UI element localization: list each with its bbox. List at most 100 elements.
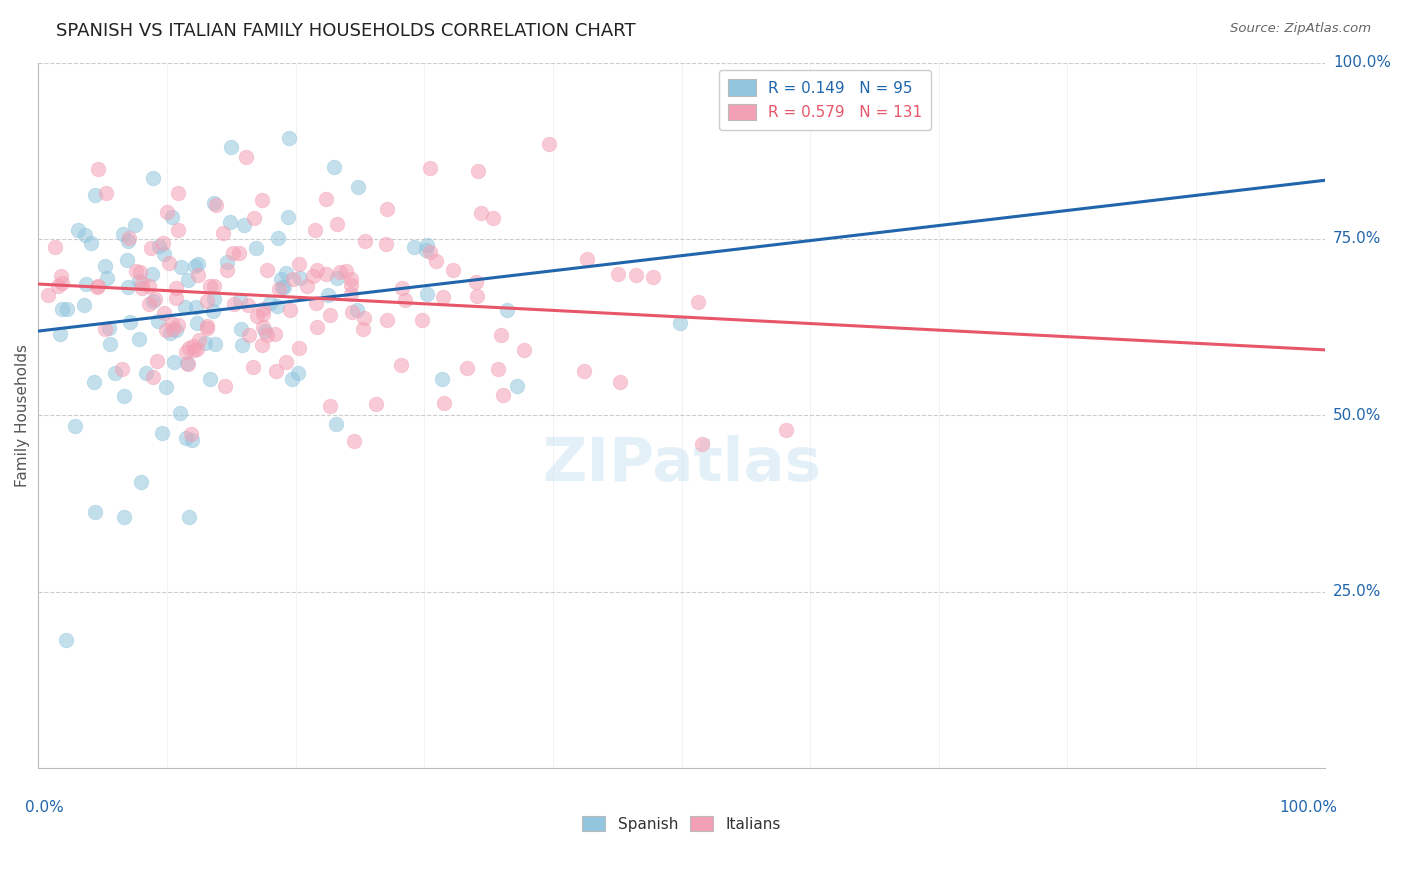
Point (266, 299, 288, 313)
Point (329, 265, 352, 279)
Point (259, 296, 281, 310)
Point (187, 333, 209, 347)
Point (302, 268, 325, 283)
Point (118, 231, 141, 245)
Point (273, 280, 295, 294)
Point (219, 215, 242, 229)
Point (167, 222, 190, 236)
Point (153, 247, 176, 261)
Point (83, 505, 105, 519)
Point (346, 302, 368, 317)
Point (432, 290, 454, 304)
Point (204, 337, 226, 351)
Point (131, 281, 153, 295)
Point (305, 296, 328, 310)
Point (124, 218, 146, 232)
Point (98, 337, 121, 351)
Point (290, 271, 312, 285)
Point (325, 417, 347, 431)
Point (375, 202, 398, 216)
Point (215, 255, 238, 269)
Point (153, 306, 176, 320)
Point (415, 244, 437, 258)
Point (280, 303, 302, 318)
Point (166, 291, 188, 305)
Point (155, 323, 177, 337)
Point (83, 187, 105, 202)
Point (118, 315, 141, 329)
Point (267, 282, 290, 296)
Point (245, 241, 267, 255)
Point (166, 281, 188, 295)
Point (252, 307, 274, 321)
Point (433, 396, 456, 410)
Point (117, 234, 139, 248)
Point (389, 358, 412, 372)
Point (222, 246, 245, 260)
Point (111, 361, 134, 376)
Point (184, 259, 207, 273)
Point (266, 231, 288, 245)
Point (128, 265, 150, 279)
Point (287, 341, 309, 355)
Point (775, 423, 797, 437)
Point (277, 211, 299, 225)
Point (465, 288, 488, 302)
Point (148, 314, 170, 328)
Point (177, 357, 200, 371)
Point (315, 192, 337, 206)
Point (212, 226, 235, 240)
Point (214, 379, 236, 393)
Point (416, 237, 439, 252)
Point (205, 198, 228, 212)
Point (325, 270, 347, 285)
Point (141, 241, 163, 255)
Point (229, 322, 252, 336)
Point (48, 327, 70, 342)
Point (242, 359, 264, 374)
Point (304, 222, 326, 236)
Point (489, 327, 512, 342)
Point (166, 318, 188, 332)
Point (55, 632, 77, 647)
Point (166, 186, 188, 200)
Point (416, 286, 439, 301)
Point (253, 324, 276, 338)
Point (94, 259, 117, 273)
Point (181, 338, 204, 352)
Point (195, 294, 218, 309)
Point (404, 240, 426, 254)
Point (96, 271, 118, 285)
Point (86, 278, 108, 293)
Point (51, 268, 73, 283)
Point (456, 361, 478, 376)
Point (229, 293, 252, 308)
Point (163, 354, 186, 368)
Point (179, 509, 201, 524)
Point (197, 320, 219, 334)
Point (165, 323, 187, 337)
Point (281, 272, 304, 286)
Point (246, 310, 269, 324)
Point (496, 302, 519, 317)
Point (142, 171, 165, 186)
Point (352, 322, 374, 336)
Point (160, 317, 183, 331)
Point (287, 366, 309, 380)
Point (280, 372, 302, 386)
Point (128, 275, 150, 289)
Point (624, 268, 647, 283)
Point (236, 297, 259, 311)
Point (340, 305, 363, 319)
Point (97, 321, 120, 335)
Point (65, 418, 87, 433)
Point (307, 263, 329, 277)
Point (419, 161, 441, 176)
Point (67, 222, 90, 236)
Point (315, 268, 337, 282)
Legend: Spanish, Italians: Spanish, Italians (576, 810, 787, 838)
Point (131, 277, 153, 291)
Point (48, 279, 70, 293)
Point (87, 161, 110, 176)
Point (278, 131, 301, 145)
